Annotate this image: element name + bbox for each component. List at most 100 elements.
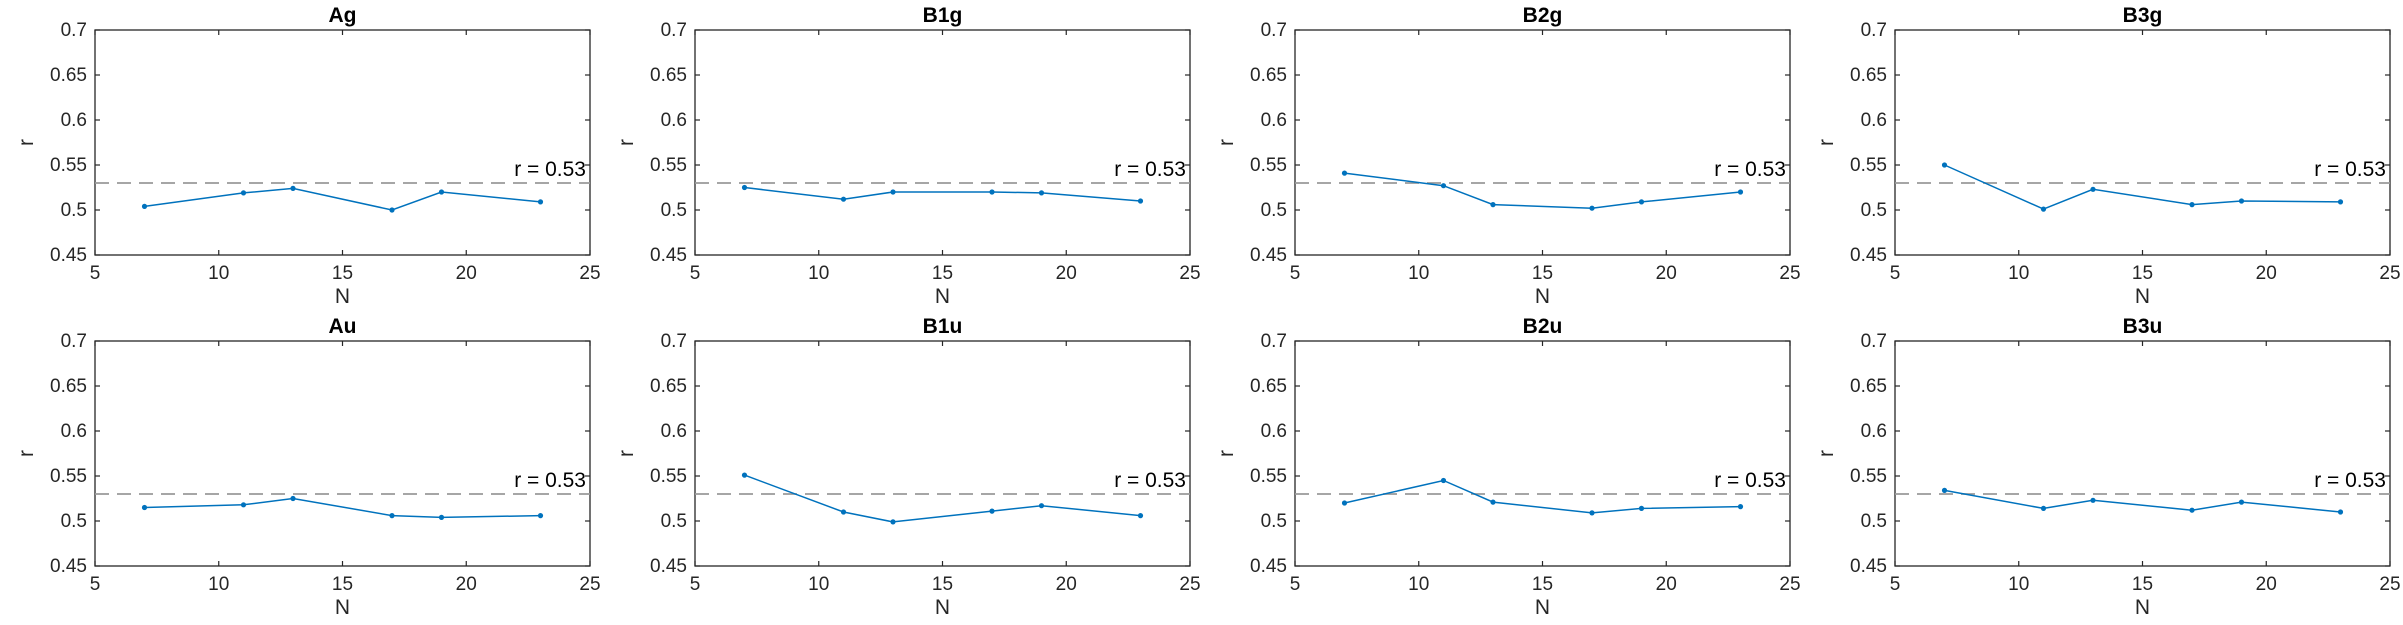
y-tick-label: 0.55 [50,155,87,176]
x-axis-label: N [935,596,950,619]
y-axis-label: r [615,450,638,457]
y-tick-label: 0.6 [1261,110,1287,131]
subplot-title: Au [329,315,357,338]
reference-label: r = 0.53 [2314,469,2386,492]
subplot-b1g: B1g 0.45 0.5 0.55 0.6 0.65 0.7 5 10 15 20 25 Nr r = 0… [615,4,1201,308]
x-tick-label: 20 [2256,574,2277,595]
data-point [890,519,896,525]
x-tick-label: 20 [1056,263,1077,284]
data-point [141,203,148,209]
data-point [1490,499,1496,505]
plot-area [94,340,591,567]
y-tick-label: 0.65 [1250,376,1287,397]
y-tick-label: 0.5 [661,200,687,221]
data-point [2040,505,2047,511]
data-point [2337,199,2344,205]
reference-label: r = 0.53 [1714,469,1786,492]
data-point [2189,507,2195,513]
x-tick-label: 20 [1656,263,1677,284]
y-tick-label: 0.7 [1261,331,1287,352]
data-point [141,504,148,511]
x-tick-label: 15 [1532,263,1553,284]
subplot-title: B1u [923,315,963,338]
reference-label: r = 0.53 [1114,158,1186,181]
data-point [1137,513,1144,519]
plot-area [1894,340,2391,567]
y-tick-label: 0.5 [1861,511,1887,532]
data-point [240,502,247,508]
y-tick-label: 0.6 [661,110,687,131]
y-tick-label: 0.6 [661,421,687,442]
x-tick-label: 20 [456,574,477,595]
y-tick-label: 0.7 [661,331,687,352]
x-tick-label: 10 [2008,263,2029,284]
data-point [2040,206,2047,212]
y-tick-label: 0.5 [1261,511,1287,532]
y-tick-label: 0.45 [50,556,87,577]
subplot-title: B2u [1523,315,1563,338]
y-tick-label: 0.45 [650,556,687,577]
plot-area [1894,29,2391,256]
x-tick-label: 25 [1779,574,1800,595]
x-tick-label: 25 [579,263,600,284]
x-tick-label: 10 [208,574,229,595]
y-tick-label: 0.45 [1850,556,1887,577]
data-point [741,472,748,478]
x-tick-label: 5 [90,263,101,284]
x-tick-label: 25 [2379,263,2400,284]
data-point [1638,505,1645,511]
data-point [1589,510,1595,516]
data-point [290,185,296,191]
series-line [1944,164,2341,210]
y-tick-label: 0.7 [61,20,87,41]
subplot-b2u: B2u 0.45 0.5 0.55 0.6 0.65 0.7 5 10 15 20 25 Nr r = 0… [1215,315,1801,619]
x-tick-label: 15 [932,574,953,595]
data-point [989,508,995,514]
x-tick-label: 5 [1890,263,1901,284]
data-point [1941,487,1948,493]
data-point [2238,499,2245,505]
y-tick-label: 0.65 [1850,65,1887,86]
y-tick-label: 0.55 [1250,155,1287,176]
y-tick-label: 0.65 [1250,65,1287,86]
x-tick-label: 5 [1290,574,1301,595]
subplot-b2g: B2g 0.45 0.5 0.55 0.6 0.65 0.7 5 10 15 20 25 Nr r = 0… [1215,4,1801,308]
data-point [989,189,995,195]
y-tick-label: 0.6 [1861,110,1887,131]
x-tick-label: 10 [208,263,229,284]
plot-area [694,340,1191,567]
x-tick-label: 5 [1890,574,1901,595]
plot-area [1294,29,1791,256]
plot-area [1294,340,1791,567]
y-tick-label: 0.55 [50,466,87,487]
y-tick-label: 0.7 [1861,20,1887,41]
y-tick-label: 0.45 [50,245,87,266]
data-point [1341,170,1348,176]
y-axis-label: r [1215,139,1238,146]
y-tick-label: 0.55 [650,466,687,487]
y-axis-label: r [1815,450,1838,457]
x-tick-label: 25 [579,574,600,595]
x-tick-label: 10 [2008,574,2029,595]
x-tick-label: 10 [1408,574,1429,595]
data-point [1737,504,1744,510]
data-point [438,189,445,195]
y-axis-label: r [1815,139,1838,146]
y-tick-label: 0.65 [1850,376,1887,397]
data-point [1440,183,1447,189]
x-tick-label: 15 [332,263,353,284]
reference-label: r = 0.53 [2314,158,2386,181]
data-point [389,513,395,519]
data-point [1038,503,1045,509]
y-tick-label: 0.65 [50,376,87,397]
reference-label: r = 0.53 [514,469,586,492]
subplot-title: B2g [1523,4,1563,27]
data-point [2189,202,2195,208]
y-tick-label: 0.65 [650,65,687,86]
y-tick-label: 0.55 [1850,466,1887,487]
data-point [1038,190,1045,196]
data-point [1490,202,1496,208]
x-tick-label: 10 [808,574,829,595]
reference-label: r = 0.53 [514,158,586,181]
